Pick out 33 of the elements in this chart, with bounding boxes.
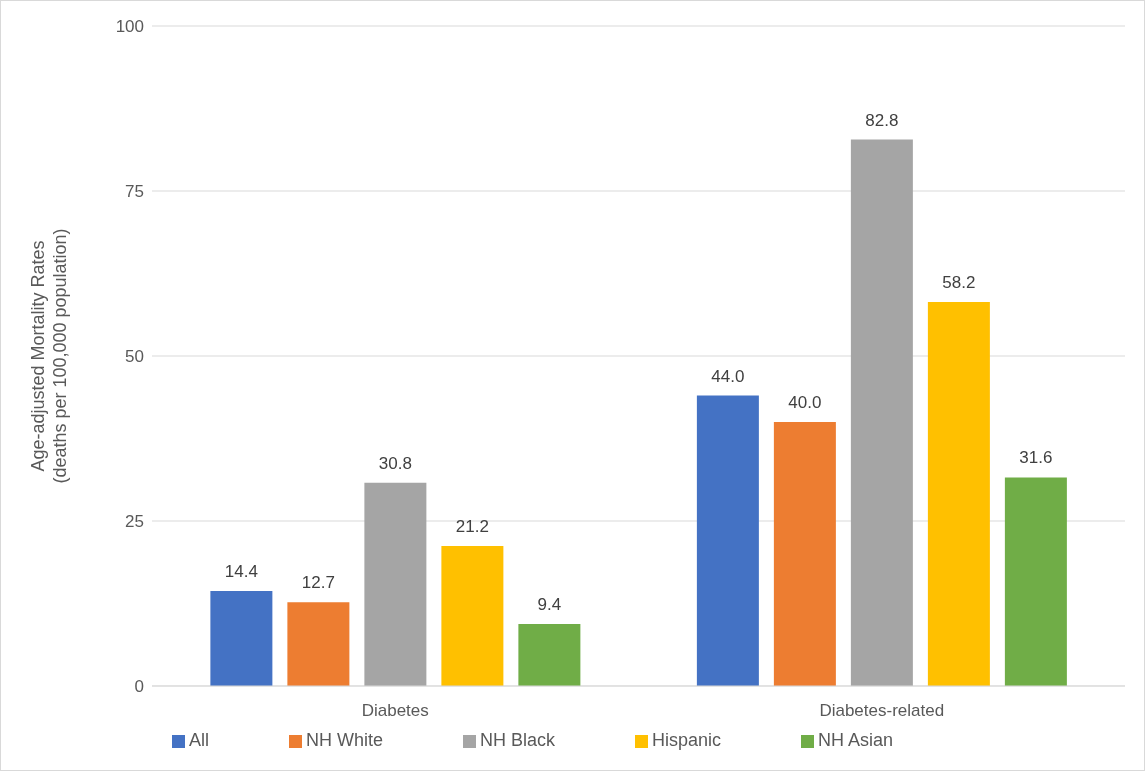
data-label: 9.4 <box>537 594 562 614</box>
y-tick-label: 75 <box>125 182 144 202</box>
legend-label: Hispanic <box>651 730 722 750</box>
data-label: 58.2 <box>942 272 976 292</box>
bar <box>927 301 990 686</box>
y-tick-label: 50 <box>125 347 144 367</box>
y-tick-label: 100 <box>115 17 144 37</box>
legend-label: All <box>188 730 209 750</box>
data-label: 21.2 <box>455 517 489 537</box>
data-label: 31.6 <box>1019 448 1053 468</box>
data-label: 30.8 <box>378 453 412 473</box>
bar <box>210 590 273 686</box>
data-label: 82.8 <box>865 110 899 130</box>
data-label: 12.7 <box>301 573 335 593</box>
legend-label: NH White <box>305 730 383 750</box>
x-tick-label: Diabetes <box>361 701 429 721</box>
legend-label: NH Black <box>479 730 555 750</box>
y-axis-title: Age-adjusted Mortality Rates (deaths per 100,000 population) <box>28 228 70 484</box>
legend-label: NH Asian <box>818 730 894 750</box>
y-tick-label: 25 <box>125 512 144 532</box>
x-tick-label: Diabetes-related <box>819 701 945 721</box>
y-tick-label: 0 <box>134 677 144 697</box>
bar <box>773 422 836 686</box>
bar <box>287 602 350 686</box>
bar <box>696 395 759 686</box>
bar <box>518 623 581 686</box>
data-label: 40.0 <box>788 393 822 412</box>
bar <box>850 139 913 686</box>
bar <box>364 482 427 686</box>
bar <box>441 546 504 686</box>
data-label: 14.4 <box>224 561 258 581</box>
bar <box>1004 477 1067 686</box>
data-label: 44.0 <box>711 366 745 386</box>
